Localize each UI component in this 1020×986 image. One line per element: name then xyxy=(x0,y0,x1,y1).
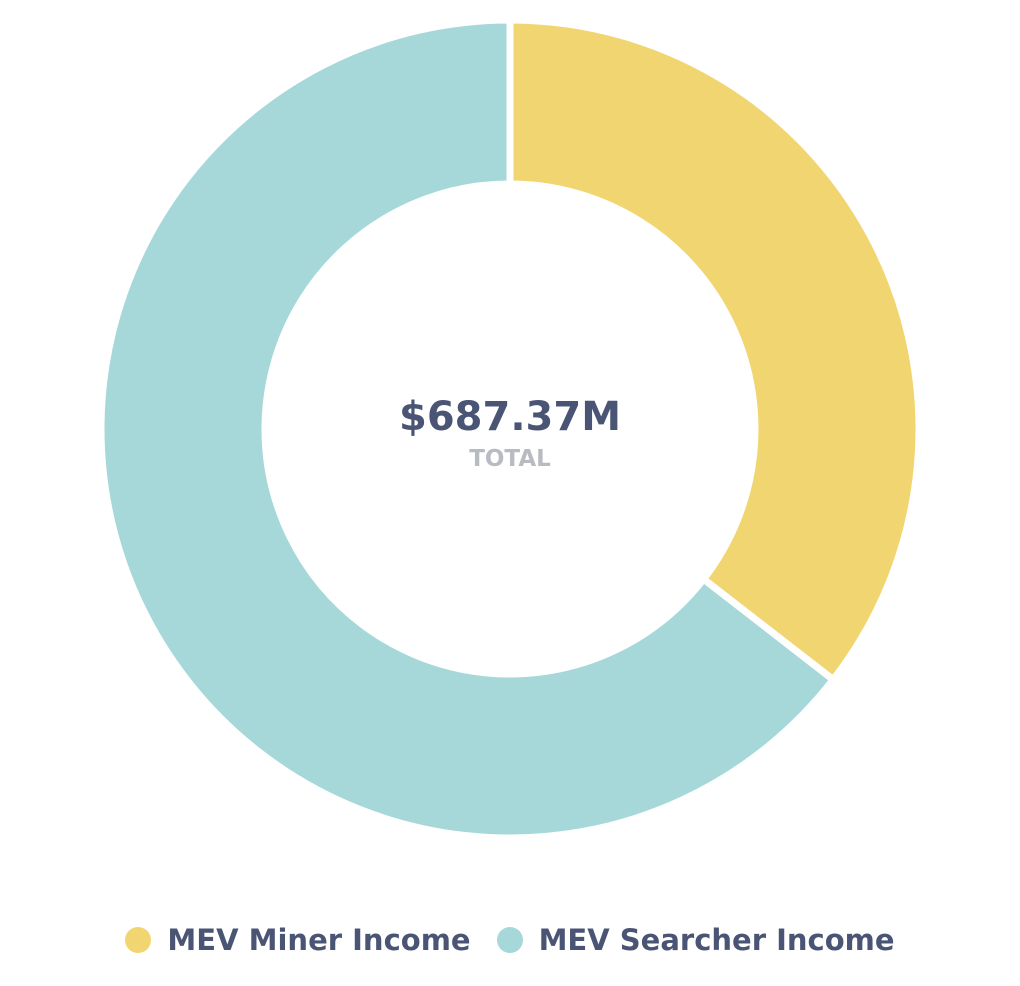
donut-chart: $687.37M TOTAL xyxy=(97,16,923,842)
chart-legend: MEV Miner Income MEV Searcher Income xyxy=(0,916,1020,964)
legend-item-miner-income[interactable]: MEV Miner Income xyxy=(125,923,471,957)
legend-swatch-miner-income xyxy=(125,927,152,953)
legend-swatch-searcher-income xyxy=(496,927,523,953)
legend-item-searcher-income[interactable]: MEV Searcher Income xyxy=(496,923,895,957)
total-label: TOTAL xyxy=(469,446,551,472)
total-value: $687.37M xyxy=(399,394,621,440)
slice-mev-miner-income[interactable] xyxy=(506,16,923,685)
legend-label-searcher-income: MEV Searcher Income xyxy=(538,923,895,957)
slice-mev-searcher-income[interactable] xyxy=(97,16,839,842)
donut-slices xyxy=(97,16,923,842)
legend-label-miner-income: MEV Miner Income xyxy=(167,923,471,957)
